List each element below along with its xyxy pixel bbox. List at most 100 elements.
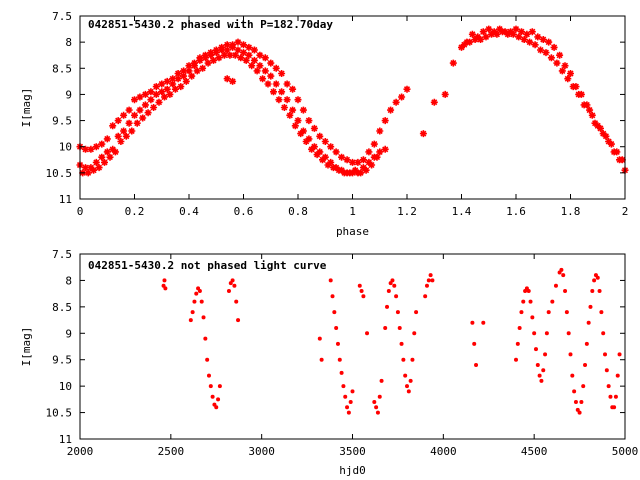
data-point (234, 299, 239, 304)
data-point (350, 389, 355, 394)
x-tick-label: 0.4 (179, 205, 199, 218)
data-point (226, 51, 234, 59)
data-point (375, 410, 380, 415)
data-point (515, 33, 523, 41)
data-point (401, 357, 406, 362)
data-point (526, 289, 531, 293)
y-tick-label: 9.5 (52, 354, 72, 367)
data-point (256, 51, 264, 59)
data-point (599, 130, 607, 138)
data-point (613, 394, 618, 399)
y-tick-label: 10 (59, 380, 72, 393)
data-point (144, 109, 152, 117)
data-point (534, 33, 542, 41)
data-point (289, 106, 297, 114)
data-point (586, 320, 591, 325)
data-point (386, 289, 391, 293)
data-point (103, 148, 111, 156)
data-point (479, 28, 487, 36)
data-point (376, 148, 384, 156)
data-point (139, 114, 147, 122)
data-point (372, 400, 377, 404)
data-point (558, 67, 566, 75)
data-point (472, 341, 477, 346)
data-point (612, 405, 617, 410)
data-point (559, 267, 564, 272)
x-tick-label: 1.4 (452, 205, 472, 218)
data-point (561, 62, 569, 70)
data-point (180, 67, 188, 75)
y-axis-label: I[mag] (20, 327, 33, 367)
data-point (563, 289, 568, 293)
data-point (299, 106, 307, 114)
data-point (313, 151, 321, 159)
data-point (383, 326, 388, 330)
data-point (182, 77, 190, 85)
data-point (546, 310, 551, 315)
data-point (109, 145, 117, 153)
data-point (607, 140, 615, 148)
data-point (272, 64, 280, 72)
y-tick-label: 10 (59, 141, 72, 154)
data-point (567, 70, 574, 77)
data-point (272, 80, 280, 88)
data-point (114, 117, 122, 125)
data-point (512, 25, 520, 33)
data-point (248, 62, 256, 70)
data-point (399, 341, 404, 346)
data-point (488, 30, 495, 38)
data-point (305, 117, 313, 125)
data-point (169, 80, 177, 88)
data-point (535, 363, 540, 367)
data-point (210, 394, 215, 399)
x-tick-label: 3000 (248, 445, 275, 458)
data-point (530, 315, 535, 320)
data-point (542, 49, 550, 57)
y-axis-ticks: 7.5 8 8.5 9 9.5 10 10.5 11 (46, 248, 625, 446)
data-point (185, 62, 193, 70)
data-point (376, 127, 384, 135)
data-point (335, 166, 343, 174)
data-point (346, 169, 354, 177)
data-point (332, 148, 340, 156)
data-point (528, 299, 533, 304)
data-point (523, 30, 531, 38)
data-point (359, 156, 367, 164)
data-point (141, 90, 149, 98)
y-tick-label: 7.5 (52, 10, 72, 23)
data-point (230, 278, 235, 283)
data-point (237, 54, 245, 62)
data-point (449, 59, 457, 67)
chart-title: 042851-5430.2 phased with P=182.70day (88, 18, 333, 31)
data-point (210, 56, 217, 64)
data-point (561, 273, 566, 278)
data-point (579, 400, 584, 404)
data-point (354, 158, 362, 166)
data-point (82, 164, 89, 172)
data-point (242, 56, 250, 64)
data-point (280, 104, 288, 111)
data-point (597, 124, 604, 132)
data-point (357, 283, 362, 288)
x-tick-label: 1.2 (397, 205, 417, 218)
x-tick-label: 1 (349, 205, 356, 218)
data-point (379, 378, 384, 383)
y-tick-label: 7.5 (52, 248, 72, 261)
data-point (507, 28, 514, 36)
data-point (410, 357, 415, 362)
data-point (147, 96, 155, 104)
data-point (556, 51, 564, 59)
data-point (163, 85, 171, 93)
data-point (490, 28, 498, 36)
data-point (550, 43, 558, 51)
data-point (223, 75, 231, 83)
data-point (220, 51, 228, 59)
unphased-data-points (161, 267, 622, 415)
data-point (158, 80, 166, 88)
data-point (214, 405, 219, 410)
data-point (412, 331, 417, 336)
phased-data-points (76, 25, 629, 177)
data-point (218, 46, 226, 54)
data-point (120, 127, 128, 135)
data-point (125, 106, 133, 114)
